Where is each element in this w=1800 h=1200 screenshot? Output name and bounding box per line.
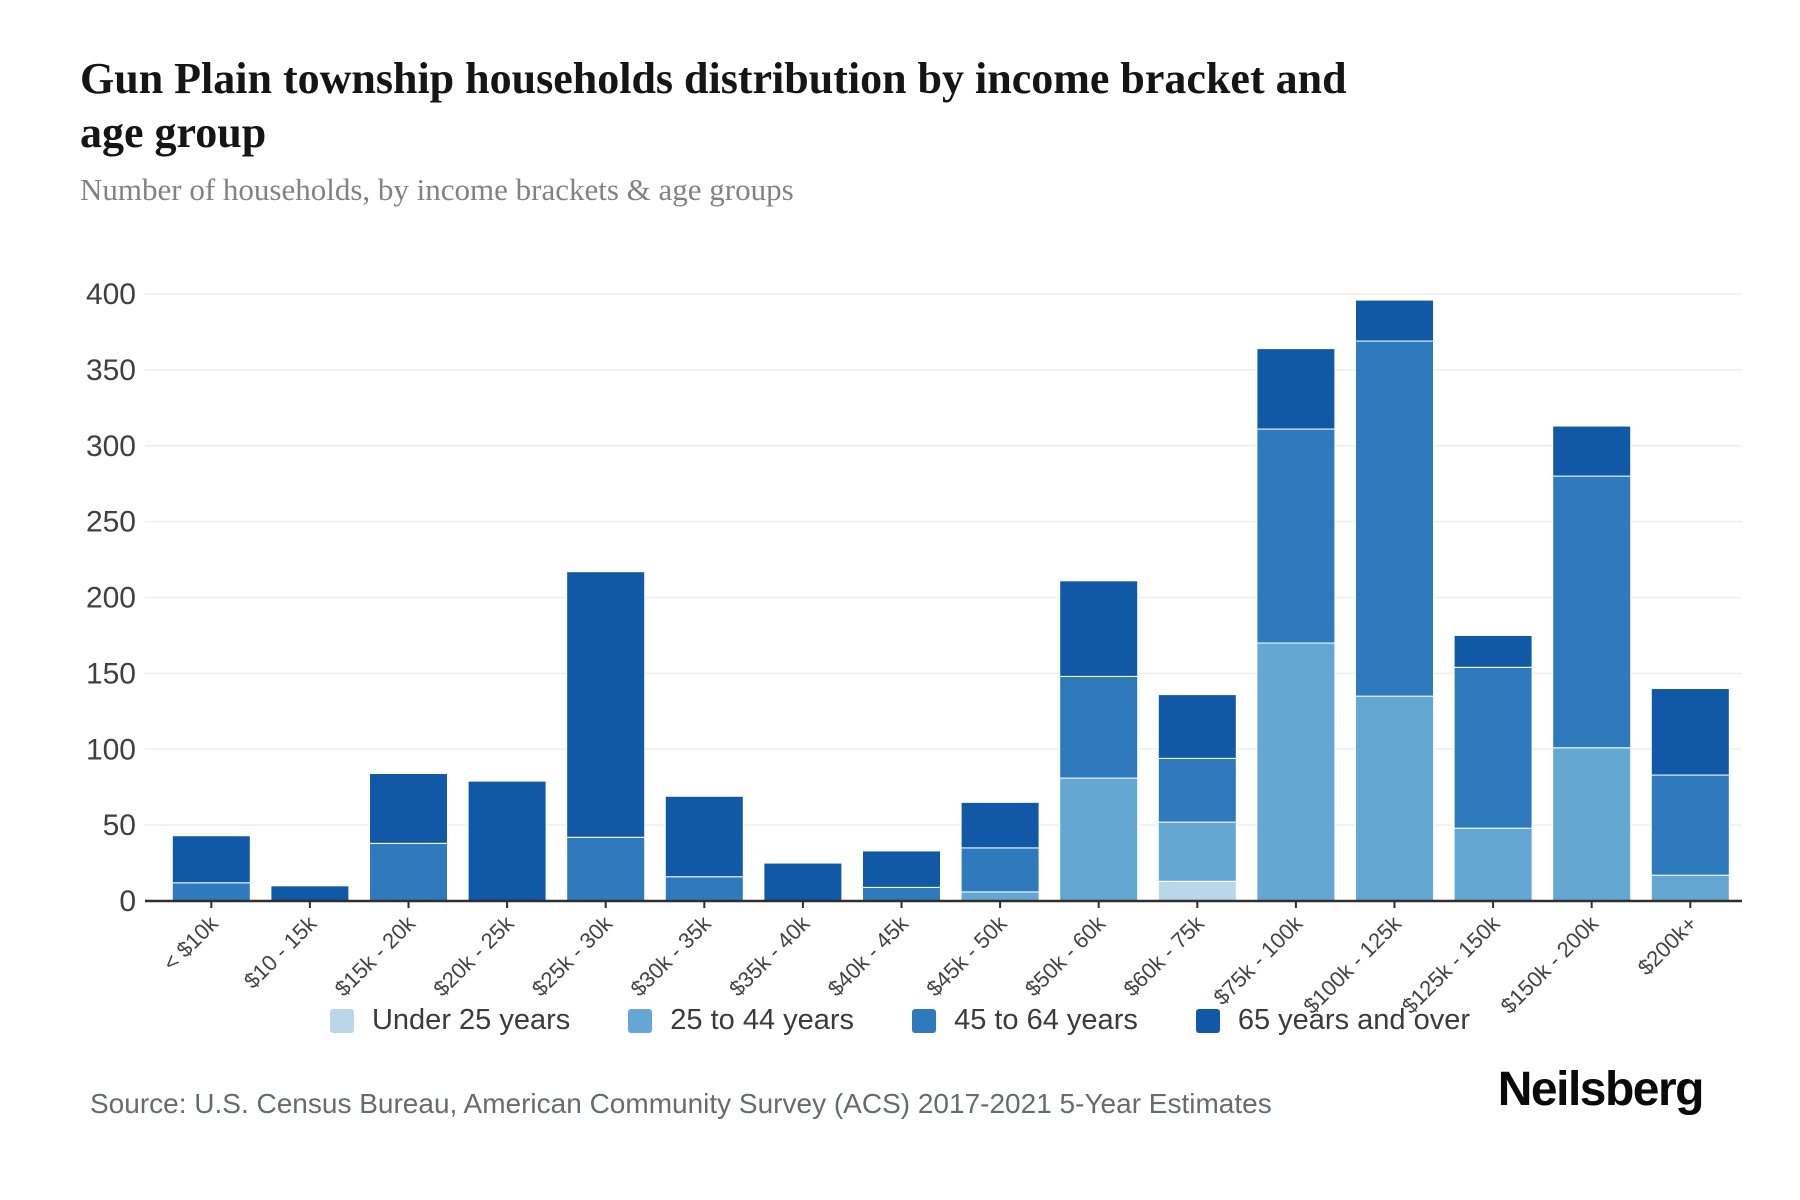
legend-item-25-to-44: 25 to 44 years [628, 1004, 854, 1037]
x-tick-label: < $10k [158, 910, 224, 976]
y-tick-label: 100 [86, 733, 136, 766]
x-tick-label: $45k - 50k [921, 910, 1012, 1001]
legend-item-45-to-64: 45 to 64 years [912, 1004, 1138, 1037]
x-tick-label: $30k - 35k [626, 910, 717, 1001]
x-tick-label: $100k - 125k [1298, 910, 1406, 1015]
legend-label: 25 to 44 years [670, 1004, 855, 1036]
legend-swatch-65-over [1195, 1008, 1220, 1033]
legend-swatch-25-to-44 [628, 1008, 653, 1033]
bar-segment [960, 891, 1040, 902]
bar-segment [1355, 340, 1434, 697]
bar-segment [1650, 774, 1730, 876]
bar-segment [1453, 666, 1533, 829]
bar-segment [467, 780, 547, 902]
bar-segment [763, 862, 843, 902]
legend-swatch-45-to-64 [912, 1008, 937, 1033]
y-tick-label: 50 [103, 809, 136, 842]
bar-segment [1157, 757, 1237, 823]
legend-item-65-over: 65 years and over [1195, 1004, 1471, 1037]
bar-segment [1650, 688, 1730, 776]
x-tick-label: $20k - 25k [428, 910, 519, 1001]
bar-segment [1552, 425, 1632, 477]
source-attribution: Source: U.S. Census Bureau, American Com… [90, 1088, 1272, 1119]
bar-segment [171, 882, 251, 902]
bar-segment [1650, 874, 1730, 902]
bar-segment [566, 836, 646, 902]
x-tick-label: $150k - 200k [1496, 910, 1604, 1015]
x-tick-label: $25k - 30k [527, 910, 618, 1001]
bar-segment [1059, 580, 1139, 677]
y-tick-label: 300 [86, 430, 136, 463]
bar-segment [1059, 777, 1139, 902]
bar-segment [566, 571, 646, 838]
bar-segment [1157, 694, 1237, 759]
x-tick-label: $50k - 60k [1020, 910, 1111, 1001]
chart-legend: Under 25 years 25 to 44 years 45 to 64 y… [60, 1004, 1740, 1037]
y-tick-label: 0 [119, 885, 136, 918]
x-tick-label: $15k - 20k [330, 910, 421, 1001]
x-tick-label: $200k+ [1633, 911, 1702, 980]
bar-segment [1059, 675, 1139, 779]
page-title-line2: age group [80, 108, 267, 157]
page-title: Gun Plain township households distributi… [80, 52, 1347, 160]
legend-item-under-25: Under 25 years [329, 1004, 571, 1037]
bar-segment [664, 795, 744, 878]
x-tick-label: $10 - 15k [239, 910, 322, 993]
x-tick-label: $35k - 40k [724, 910, 815, 1001]
legend-label: 65 years and over [1237, 1004, 1471, 1036]
brand-logo: Neilsberg [1497, 1063, 1705, 1116]
legend-swatch-under-25 [329, 1008, 354, 1033]
y-tick-label: 150 [86, 657, 136, 690]
bar-segment [664, 876, 744, 902]
bar-segment [1256, 642, 1336, 902]
bar-segment [1157, 821, 1237, 882]
bar-segment [1552, 475, 1632, 749]
bar-segment [369, 773, 448, 844]
bar-segment [1453, 827, 1533, 902]
bar-segment [369, 842, 448, 902]
legend-label: 45 to 64 years [954, 1004, 1138, 1036]
bar-segment [1256, 348, 1336, 430]
bar-segment [960, 801, 1040, 849]
chart-subtitle: Number of households, by income brackets… [80, 172, 794, 207]
x-tick-label: $40k - 45k [823, 910, 914, 1001]
x-tick-label: $75k - 100k [1208, 910, 1308, 1010]
bar-segment [1453, 634, 1533, 668]
bar-segment [862, 850, 941, 888]
bar-segment [862, 886, 941, 902]
y-tick-label: 200 [86, 582, 136, 615]
y-tick-label: 350 [86, 354, 136, 387]
legend-label: Under 25 years [371, 1004, 571, 1036]
bar-segment [1157, 880, 1237, 902]
y-tick-label: 400 [86, 278, 136, 311]
bar-segment [270, 885, 350, 902]
bar-segment [960, 847, 1040, 893]
bar-segment [1355, 299, 1434, 342]
bar-segment [1355, 695, 1434, 902]
bar-segment [1552, 747, 1632, 902]
bar-segment [1256, 428, 1336, 644]
y-tick-label: 250 [86, 506, 136, 539]
page-title-line1: Gun Plain township households distributi… [80, 54, 1347, 103]
x-tick-label: $125k - 150k [1397, 910, 1505, 1015]
bar-segment [171, 835, 251, 884]
x-tick-label: $60k - 75k [1119, 910, 1210, 1001]
